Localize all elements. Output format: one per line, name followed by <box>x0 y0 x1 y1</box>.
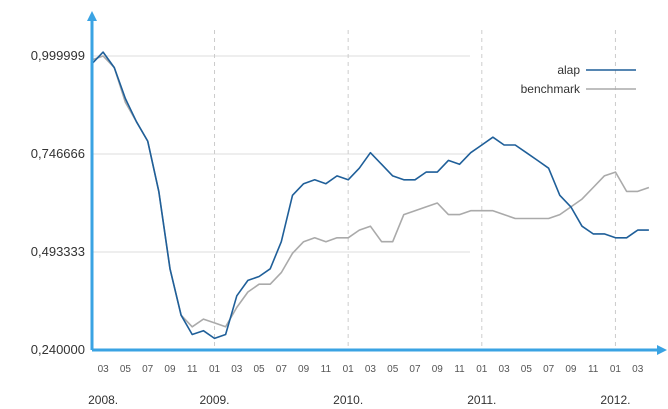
y-tick-label: 0,999999 <box>31 48 85 63</box>
x-month-label: 05 <box>253 364 265 375</box>
x-year-label: 2010. <box>333 393 363 407</box>
x-month-label: 07 <box>276 364 288 375</box>
x-tick-labels: 03 05 07 09 11 01 03 05 07 09 11 01 03 05 07 09 11 01 03 05… <box>88 364 644 407</box>
series-line-benchmark <box>91 55 650 328</box>
x-month-label: 03 <box>499 364 511 375</box>
y-tick-label: 0,746666 <box>31 146 85 161</box>
legend-label-alap: alap <box>557 63 580 77</box>
x-month-label: 03 <box>632 364 644 375</box>
x-month-label: 09 <box>298 364 310 375</box>
x-month-label: 07 <box>142 364 154 375</box>
gridlines <box>92 30 616 350</box>
x-month-label: 07 <box>543 364 555 375</box>
x-month-label: 09 <box>565 364 577 375</box>
x-month-label: 11 <box>187 364 198 375</box>
x-month-label: 05 <box>521 364 533 375</box>
x-year-label: 2011. <box>467 393 496 407</box>
x-month-label: 07 <box>409 364 421 375</box>
x-year-label: 2008. <box>88 393 118 407</box>
x-month-label: 05 <box>120 364 132 375</box>
x-month-label: 09 <box>432 364 444 375</box>
x-month-label: 01 <box>610 364 622 375</box>
y-tick-label: 0,493333 <box>31 244 85 259</box>
y-tick-labels: 0,999999 0,746666 0,493333 0,240000 <box>31 48 85 357</box>
x-month-label: 01 <box>476 364 488 375</box>
x-month-label: 11 <box>588 364 599 375</box>
legend-label-benchmark: benchmark <box>521 82 581 96</box>
x-month-label: 03 <box>365 364 377 375</box>
series-line-alap <box>91 51 649 340</box>
x-month-label: 11 <box>321 364 332 375</box>
x-month-label: 01 <box>209 364 221 375</box>
axes <box>87 11 667 355</box>
x-month-label: 01 <box>343 364 355 375</box>
x-month-label: 11 <box>454 364 465 375</box>
series-lines <box>91 51 650 340</box>
y-tick-label: 0,240000 <box>31 342 85 357</box>
legend: alap benchmark <box>521 63 636 96</box>
x-month-label: 03 <box>98 364 110 375</box>
x-month-label: 05 <box>387 364 399 375</box>
x-year-label: 2009. <box>199 393 229 407</box>
x-month-label: 03 <box>231 364 243 375</box>
x-month-label: 09 <box>164 364 176 375</box>
x-year-label: 2012. <box>600 393 630 407</box>
